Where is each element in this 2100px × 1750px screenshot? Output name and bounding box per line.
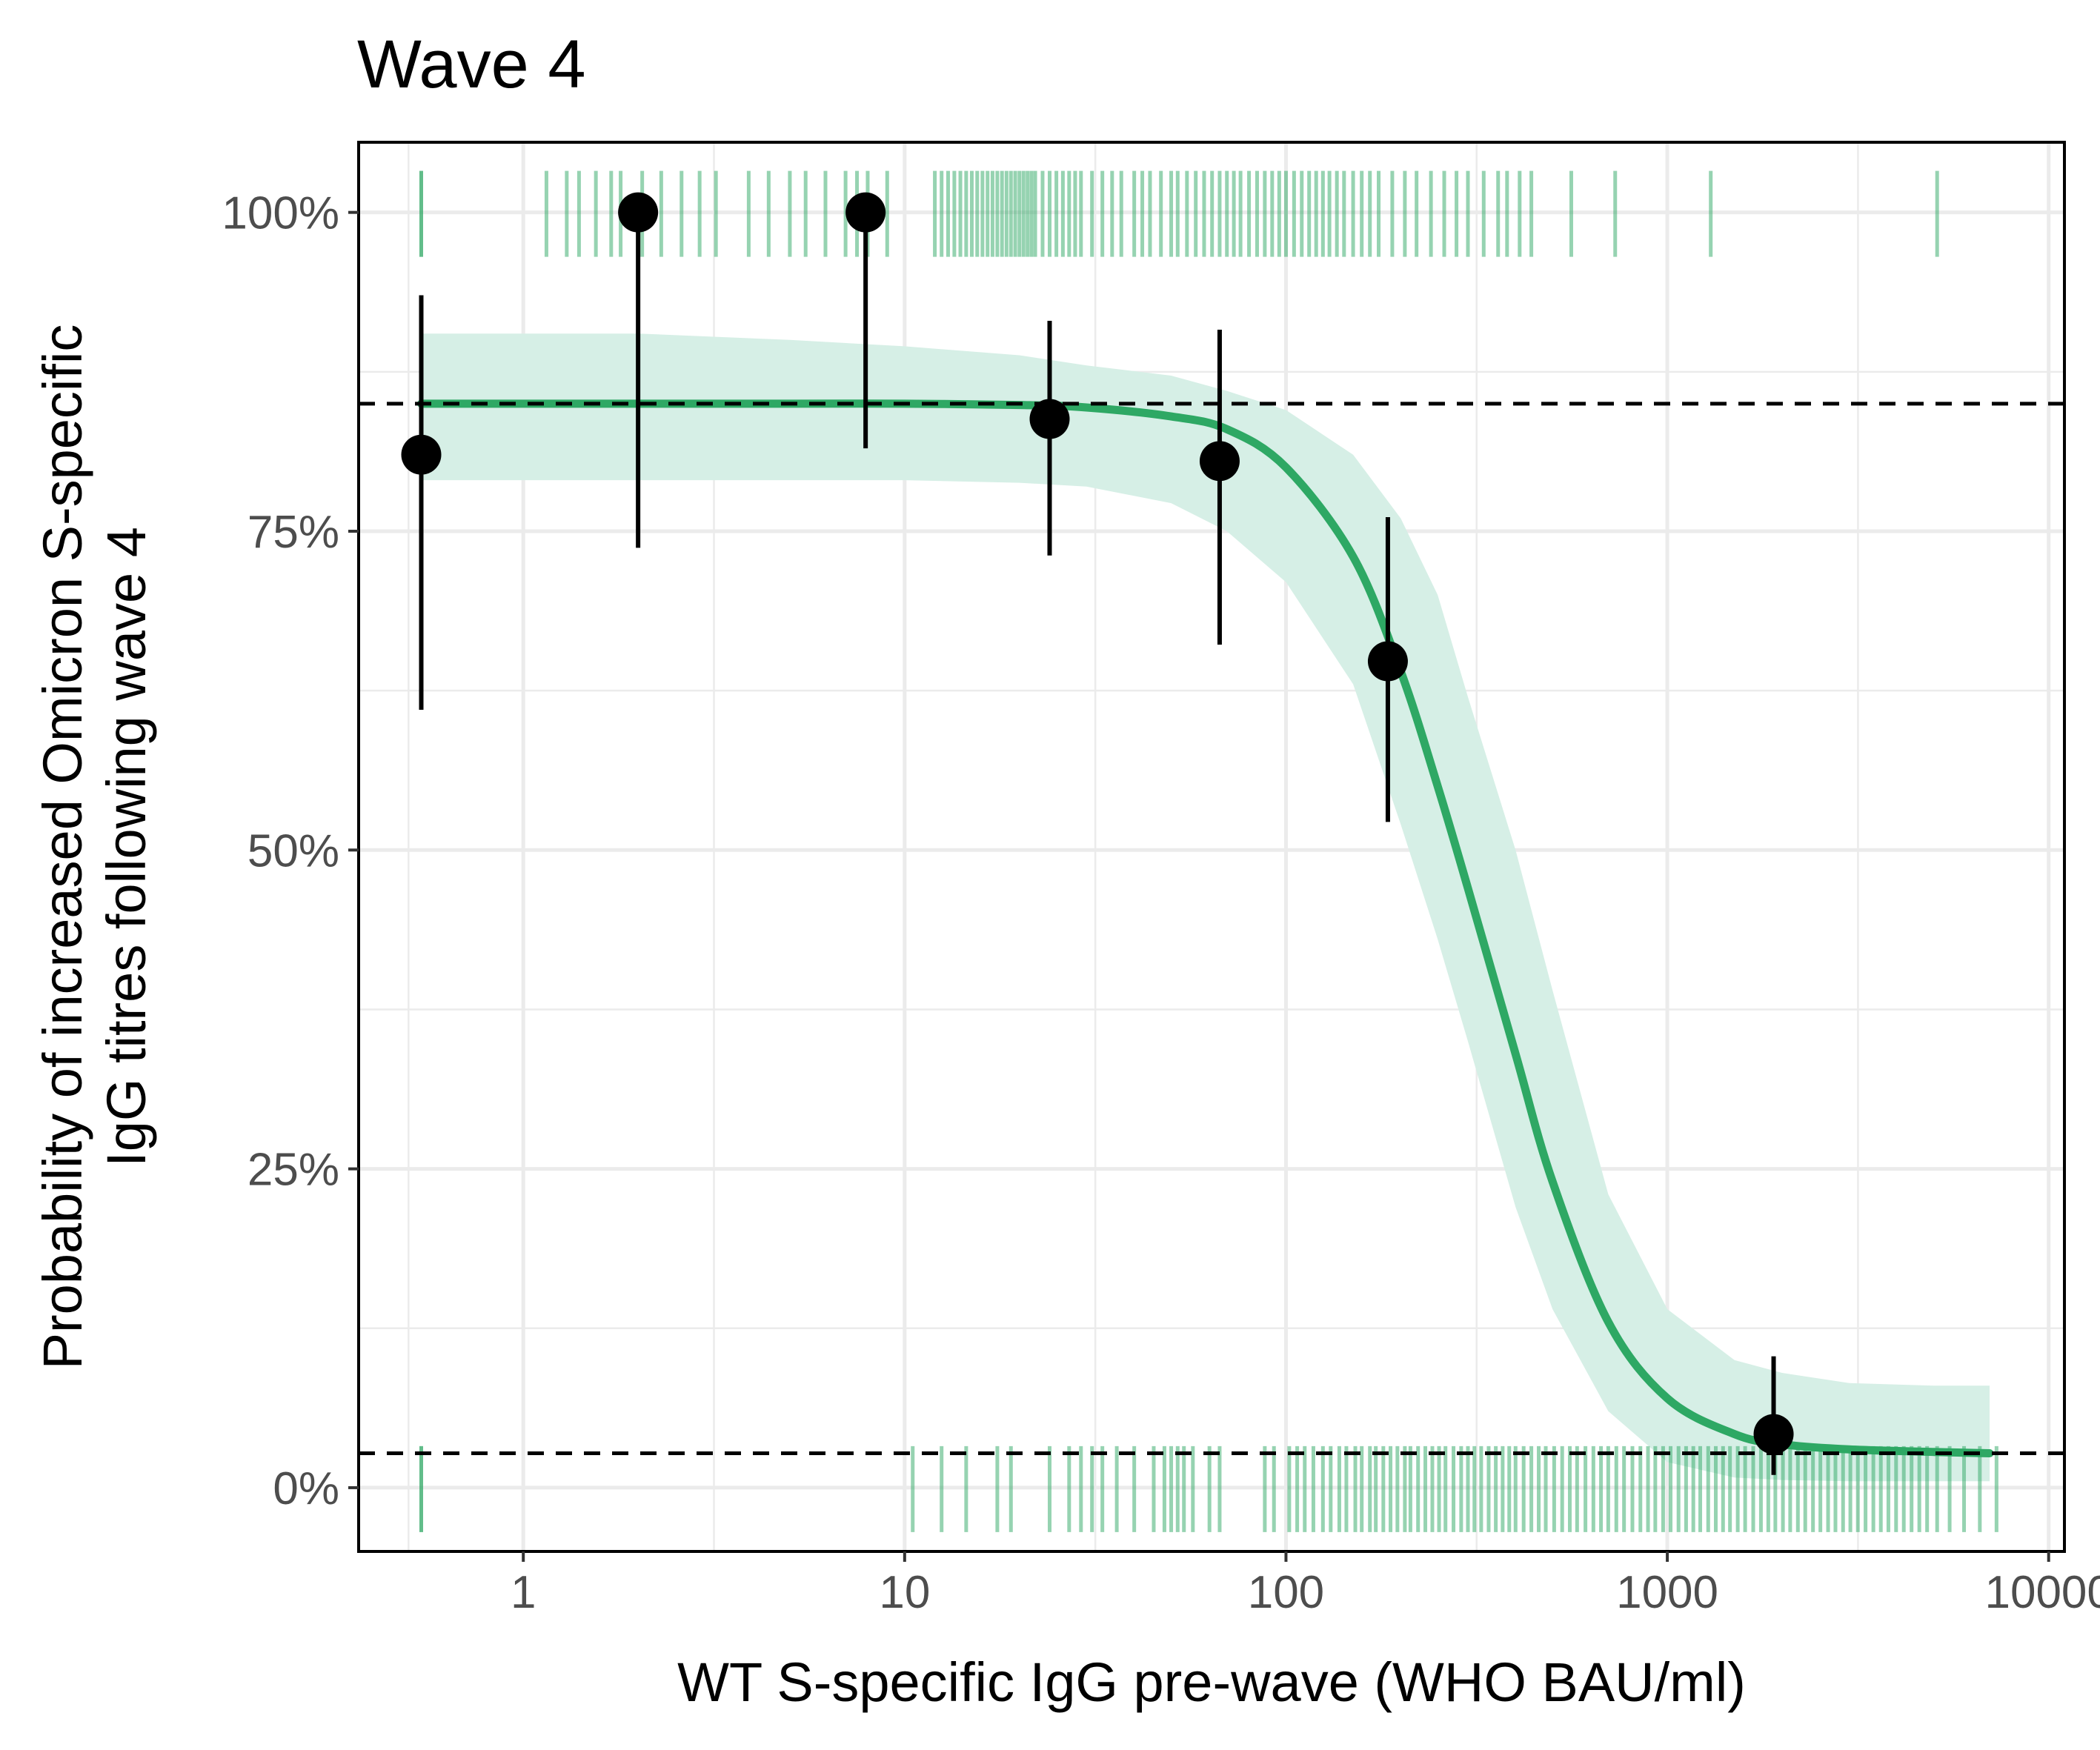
- x-tick-label: 10000: [1984, 1567, 2100, 1618]
- data-point: [1029, 399, 1070, 439]
- y-axis-title-line-1: Probability of increased Omicron S-speci…: [32, 325, 93, 1370]
- x-tick-label: 10: [879, 1567, 930, 1618]
- curve-layer: [417, 399, 1994, 1457]
- x-tick-label: 1000: [1616, 1567, 1718, 1618]
- chart-title: Wave 4: [357, 27, 585, 102]
- x-axis-title: WT S-specific IgG pre-wave (WHO BAU/ml): [677, 1651, 1746, 1713]
- data-point: [1753, 1414, 1794, 1454]
- y-tick-label: 25%: [247, 1145, 339, 1196]
- fitted-curve: [417, 399, 1994, 1457]
- x-tick-label: 100: [1248, 1567, 1324, 1618]
- data-point: [1199, 441, 1240, 482]
- y-axis-title-group: Probability of increased Omicron S-speci…: [32, 325, 157, 1370]
- y-tick-label: 75%: [247, 507, 339, 558]
- x-tick-label: 1: [511, 1567, 536, 1618]
- data-point: [1367, 641, 1408, 682]
- rug-layer: [419, 170, 1998, 1532]
- y-axis-title-line-2: IgG titres following wave 4: [96, 527, 157, 1167]
- data-point: [618, 192, 659, 233]
- y-tick-label: 0%: [273, 1463, 339, 1514]
- tick-layer: 1 10 100 1000 10000 0% 25% 50% 75% 100%: [222, 188, 2100, 1618]
- data-point: [401, 434, 442, 475]
- points-layer: [401, 192, 1794, 1475]
- y-tick-label: 50%: [247, 825, 339, 876]
- data-point: [845, 192, 886, 233]
- confidence-ribbon: [421, 333, 1990, 1482]
- ribbon-layer: [421, 333, 1990, 1482]
- panel-border: [357, 141, 2066, 1553]
- y-tick-label: 100%: [222, 188, 339, 239]
- reference-line-layer: [359, 402, 2064, 1455]
